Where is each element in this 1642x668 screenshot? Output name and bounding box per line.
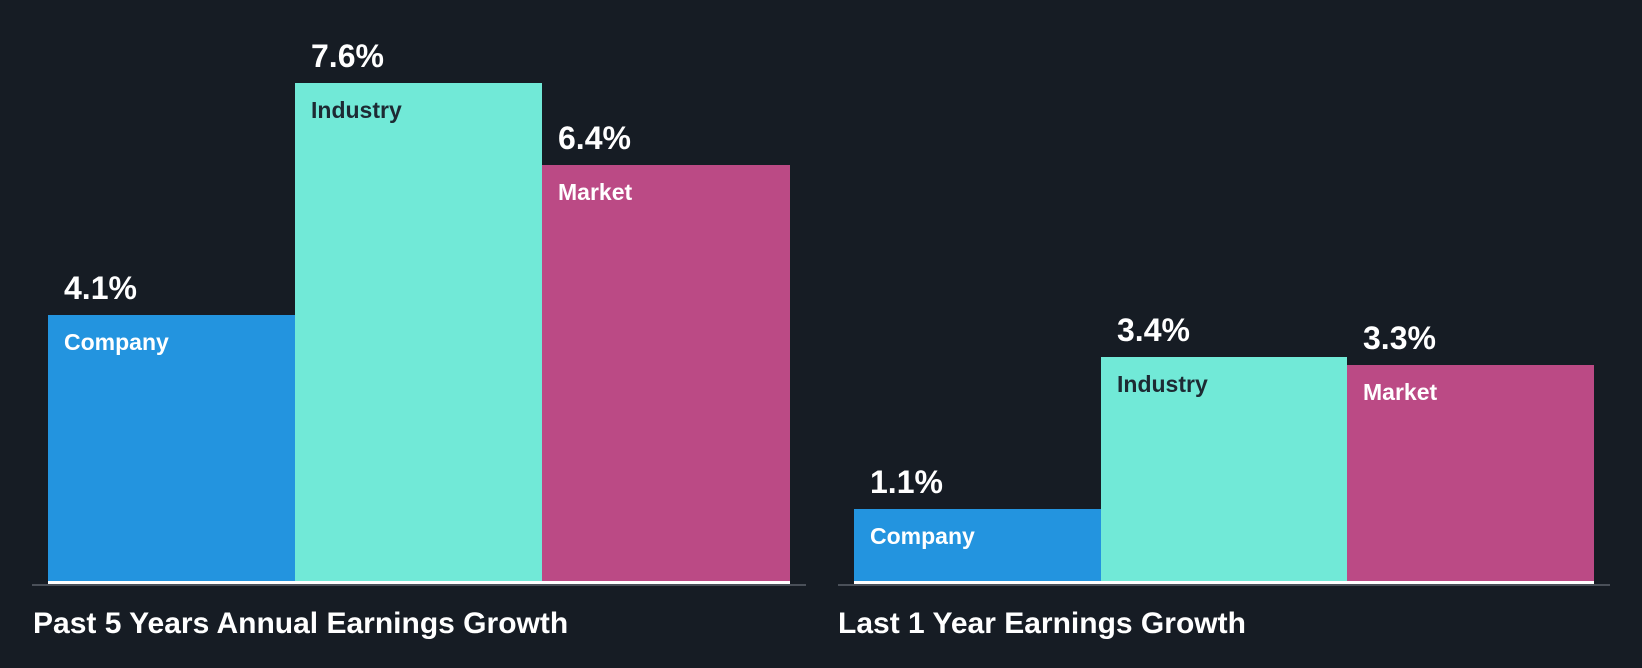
bar-industry: Industry [1101, 357, 1347, 582]
bar-company: Company [854, 509, 1101, 582]
x-axis [32, 584, 806, 586]
bar-industry: Industry [295, 83, 542, 582]
chart-title: Last 1 Year Earnings Growth [838, 607, 1246, 640]
value-label-industry: 7.6% [311, 38, 384, 74]
bar-baseline [48, 581, 790, 584]
value-label-company: 1.1% [870, 464, 943, 500]
chart-title: Past 5 Years Annual Earnings Growth [33, 607, 569, 640]
value-label-market: 3.3% [1363, 320, 1436, 356]
bar-label-market: Market [558, 179, 633, 205]
bar-label-industry: Industry [1117, 371, 1208, 397]
bar-company: Company [48, 315, 295, 582]
bar-baseline [854, 581, 1594, 584]
bar-label-company: Company [64, 329, 169, 355]
value-label-market: 6.4% [558, 120, 631, 156]
bar-market: Market [542, 165, 790, 582]
bar-market: Market [1347, 365, 1594, 582]
bar-label-company: Company [870, 523, 975, 549]
x-axis [838, 584, 1610, 586]
chart-past-5-years: 4.1% Company 7.6% Industry 6.4% Market P… [32, 38, 806, 640]
value-label-industry: 3.4% [1117, 312, 1190, 348]
bar-label-market: Market [1363, 379, 1438, 405]
value-label-company: 4.1% [64, 270, 137, 306]
bar-label-industry: Industry [311, 97, 402, 123]
